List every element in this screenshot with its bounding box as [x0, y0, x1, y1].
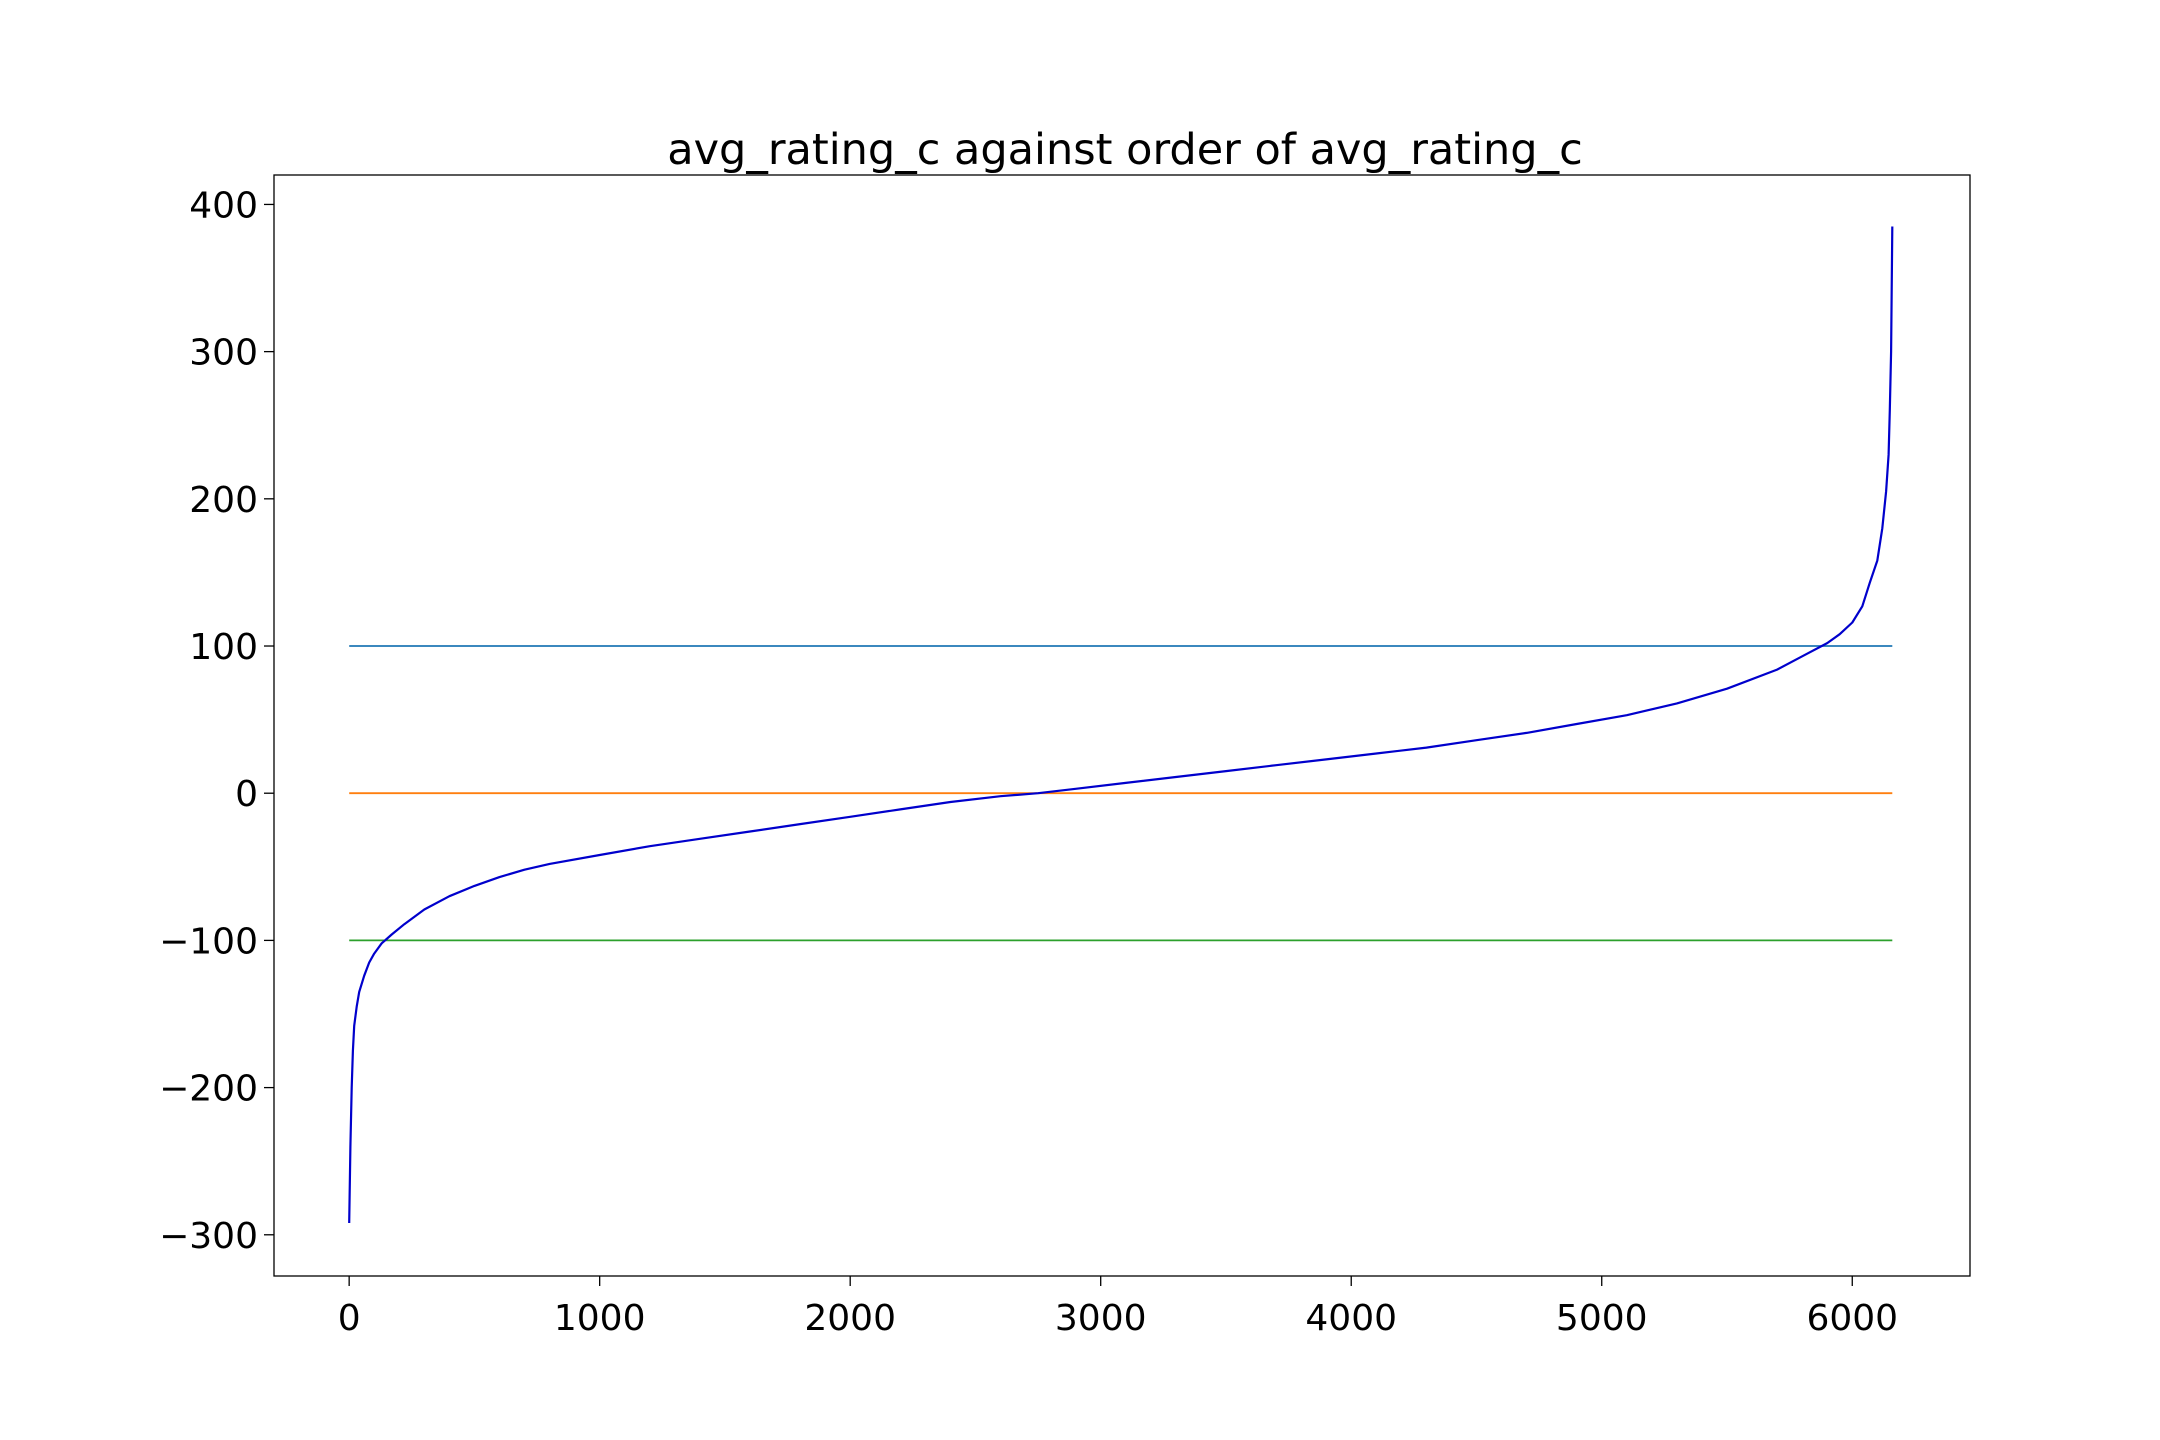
series-line-avg-rating: [348, 226, 1894, 1224]
x-axis: 0 1000 2000 3000 4000 5000 6000: [338, 1276, 1898, 1339]
x-tick-label: 4000: [1305, 1298, 1397, 1339]
x-tick-label: 2000: [804, 1298, 896, 1339]
x-tick-label: 5000: [1556, 1298, 1648, 1339]
chart-title: avg_rating_c against order of avg_rating…: [667, 125, 1582, 175]
x-tick-label: 1000: [554, 1298, 646, 1339]
x-tick-label: 0: [338, 1298, 361, 1339]
y-tick-label: −300: [159, 1216, 258, 1257]
x-tick-label: 3000: [1055, 1298, 1147, 1339]
plot-area: [348, 226, 1894, 1224]
y-tick-label: −200: [159, 1069, 258, 1110]
y-tick-label: 300: [189, 333, 258, 374]
y-tick-label: −100: [159, 921, 258, 962]
axes-frame: [273, 174, 1971, 1277]
y-tick-label: 200: [189, 480, 258, 521]
y-tick-label: 400: [189, 185, 258, 226]
y-tick-label: 100: [189, 627, 258, 668]
y-axis: 400 300 200 100 0 −100 −200 −300: [159, 185, 274, 1257]
x-tick-label: 6000: [1806, 1298, 1898, 1339]
y-tick-label: 0: [235, 774, 258, 815]
